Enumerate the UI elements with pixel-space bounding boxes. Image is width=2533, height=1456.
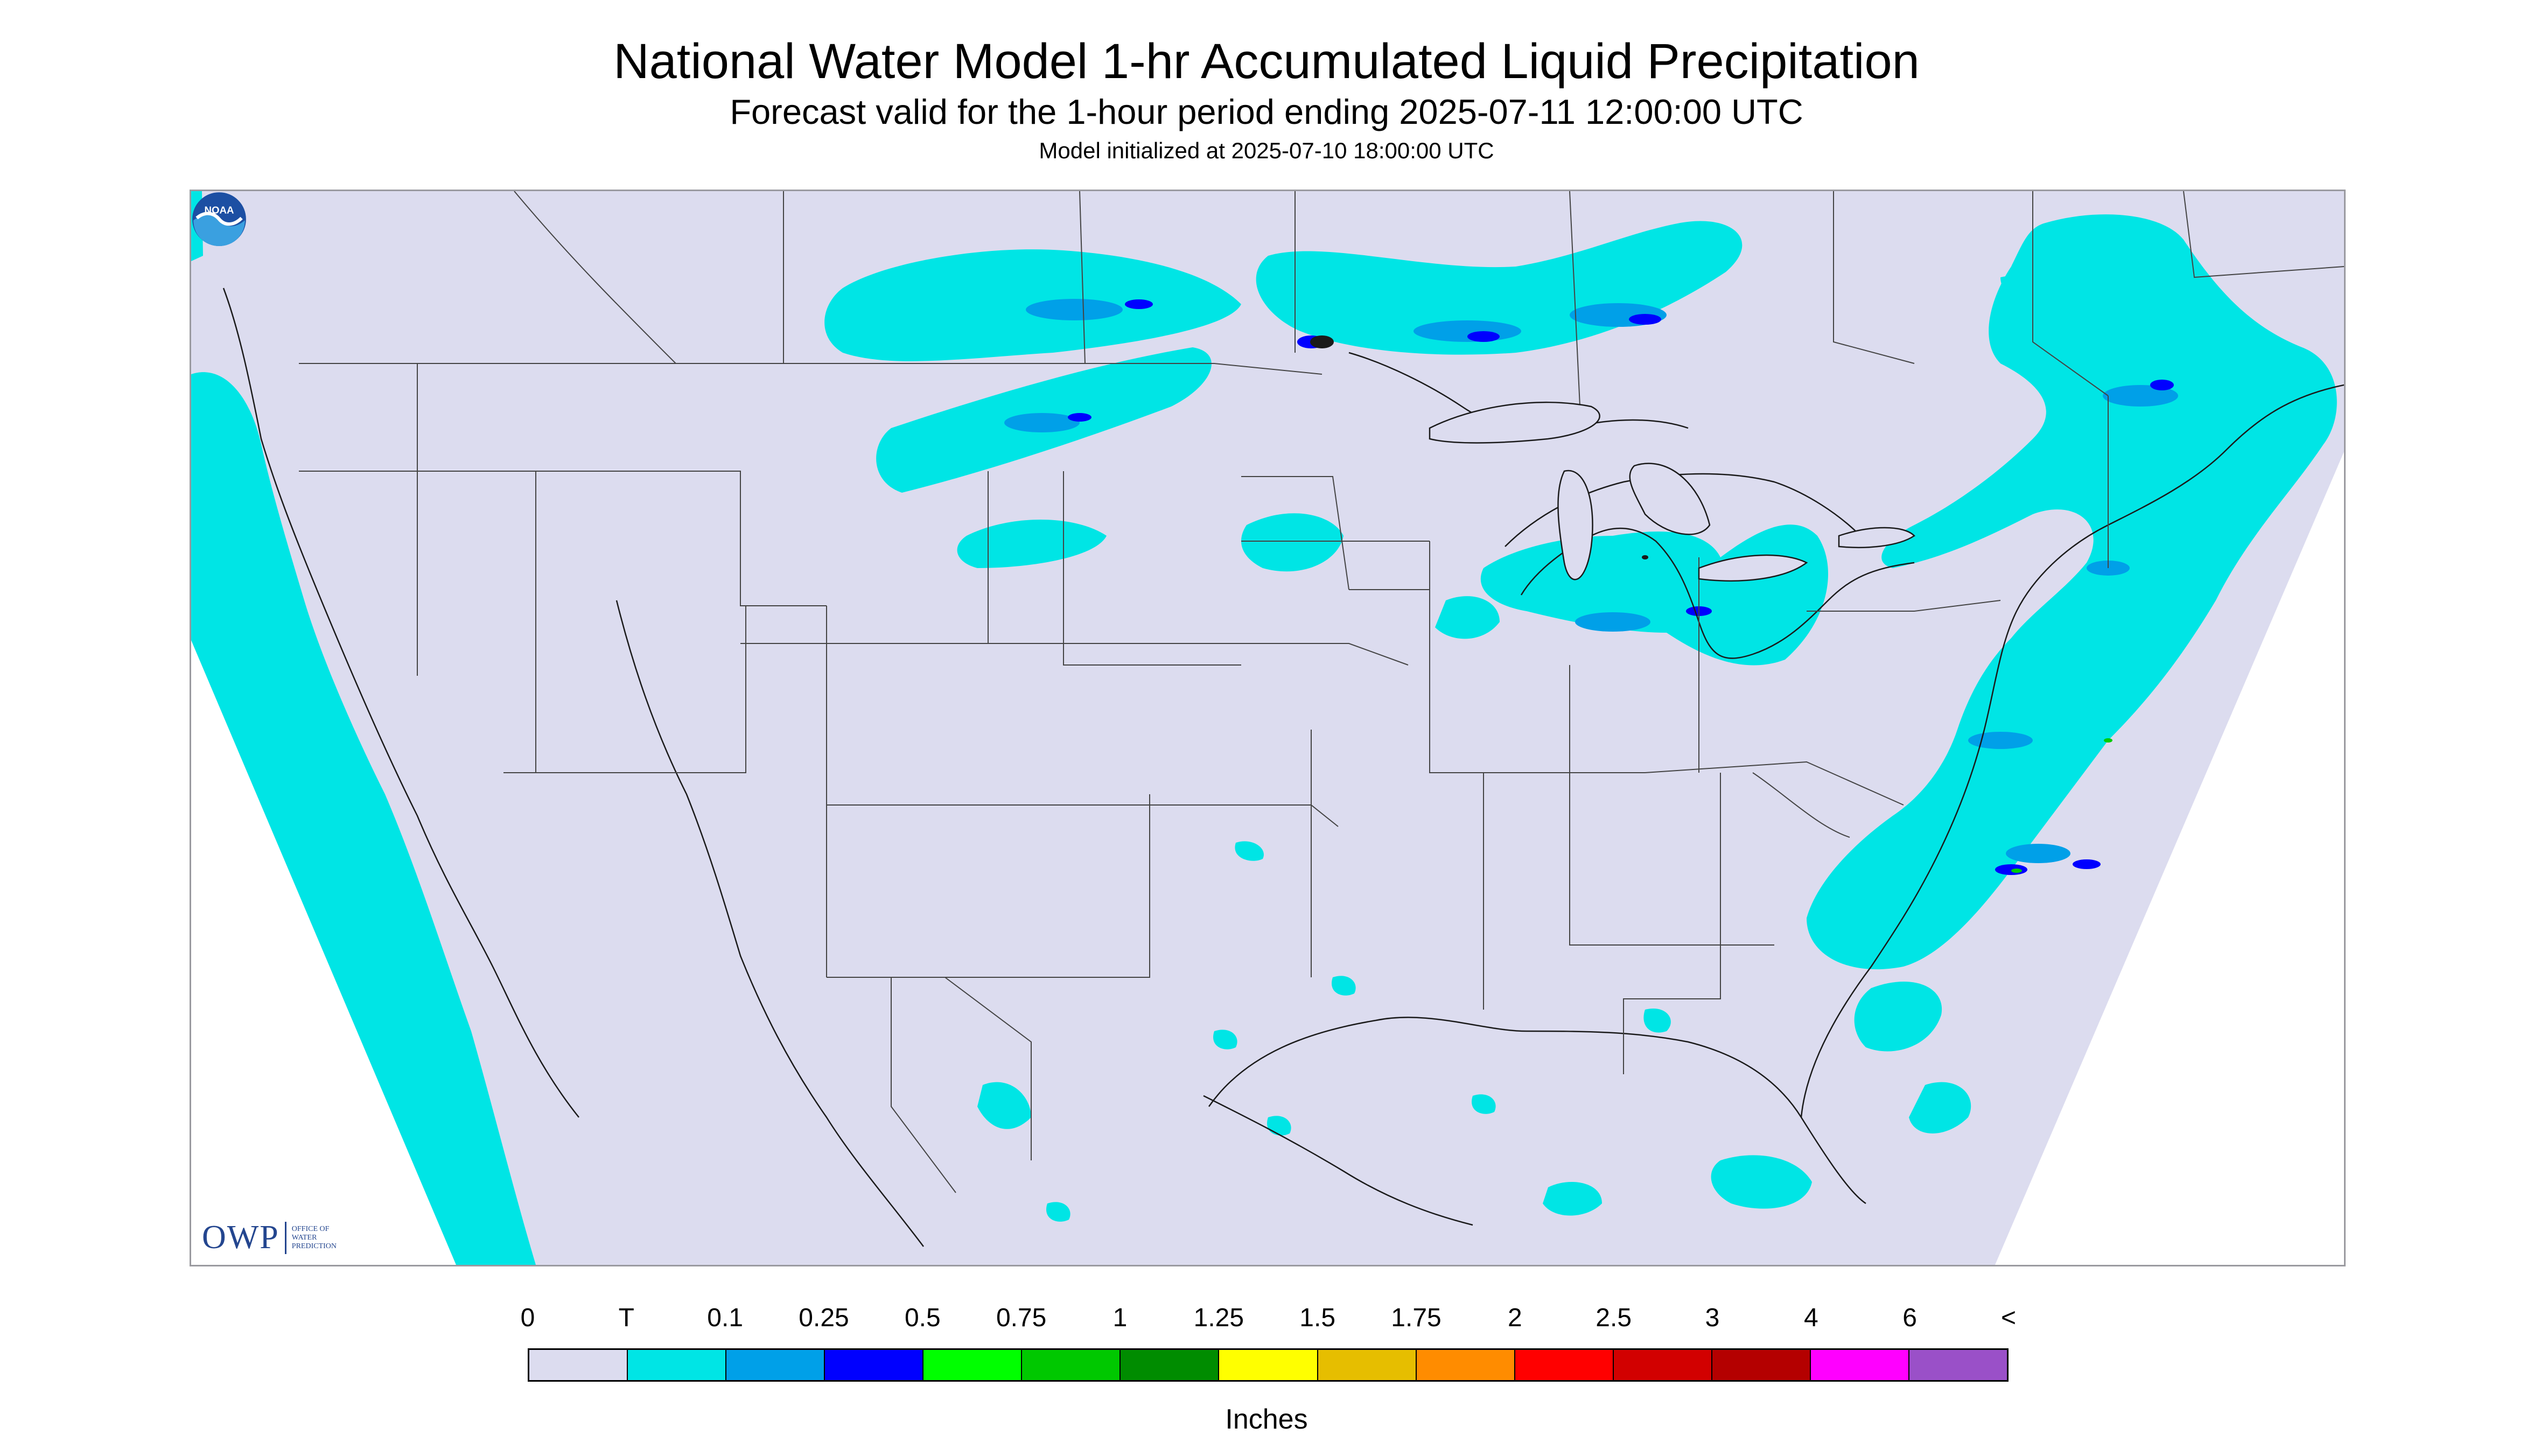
owp-logo-divider	[284, 1221, 286, 1254]
noaa-logo: NOAA	[192, 192, 246, 246]
legend-label-4: 0.5	[904, 1304, 941, 1332]
legend-label-6: 1	[1112, 1304, 1128, 1332]
map-title: National Water Model 1-hr Accumulated Li…	[613, 34, 1920, 89]
state-borders	[299, 191, 2344, 1193]
legend-swatch-9	[1416, 1350, 1515, 1380]
legend-swatch-2	[726, 1350, 825, 1380]
legend-label-2: 0.1	[707, 1304, 744, 1332]
model-init-text: Model initialized at 2025-07-10 18:00:00…	[1039, 138, 1494, 163]
legend-label-0: 0	[520, 1304, 535, 1332]
legend-label-15: <	[2000, 1304, 2017, 1332]
legend-swatch-13	[1810, 1350, 1909, 1380]
legend-units: Inches	[1225, 1404, 1308, 1435]
map-domain	[191, 191, 2344, 1265]
legend-label-14: 6	[1902, 1304, 1918, 1332]
legend-label-3: 0.25	[799, 1304, 849, 1332]
legend-swatch-11	[1613, 1350, 1712, 1380]
legend-label-7: 1.25	[1193, 1304, 1244, 1332]
legend-label-12: 3	[1705, 1304, 1720, 1332]
legend-label-1: T	[618, 1304, 634, 1332]
legend-swatch-6	[1121, 1350, 1220, 1380]
legend-swatch-4	[923, 1350, 1023, 1380]
legend-swatch-7	[1219, 1350, 1318, 1380]
great-lakes	[1429, 401, 1915, 582]
legend-colorbar	[528, 1348, 2009, 1382]
legend-swatch-8	[1318, 1350, 1417, 1380]
legend-swatch-14	[1909, 1350, 2007, 1380]
legend-labels: 0 T 0.1 0.25 0.5 0.75 1 1.25 1.5 1.75 2 2.5 3 4 6 <	[521, 1303, 2016, 1335]
precip-trace	[191, 191, 2337, 1265]
legend-label-8: 1.5	[1299, 1304, 1336, 1332]
noaa-logo-text: NOAA	[204, 205, 234, 216]
map-subtitle: Forecast valid for the 1-hour period end…	[730, 92, 1803, 131]
legend-label-9: 1.75	[1391, 1304, 1442, 1332]
owp-logo-text: OWP	[202, 1219, 279, 1256]
owp-logo: OWP OFFICE OF WATER PREDICTION	[202, 1219, 337, 1257]
owp-logo-subtext: OFFICE OF WATER PREDICTION	[291, 1224, 337, 1250]
legend-label-13: 4	[1803, 1304, 1818, 1332]
legend-swatch-3	[825, 1350, 924, 1380]
legend-swatch-12	[1712, 1350, 1811, 1380]
precipitation-map: OWP OFFICE OF WATER PREDICTION NOAA	[190, 190, 2346, 1266]
legend-swatch-5	[1022, 1350, 1121, 1380]
legend-swatch-1	[628, 1350, 727, 1380]
map-canvas	[191, 191, 2344, 1265]
legend-label-5: 0.75	[996, 1304, 1047, 1332]
legend-label-11: 2.5	[1596, 1304, 1632, 1332]
legend-label-10: 2	[1507, 1304, 1522, 1332]
precip-green	[2011, 738, 2112, 873]
lake-dark-marks	[1310, 335, 1648, 559]
legend-swatch-10	[1515, 1350, 1614, 1380]
legend-swatch-0	[529, 1350, 628, 1380]
